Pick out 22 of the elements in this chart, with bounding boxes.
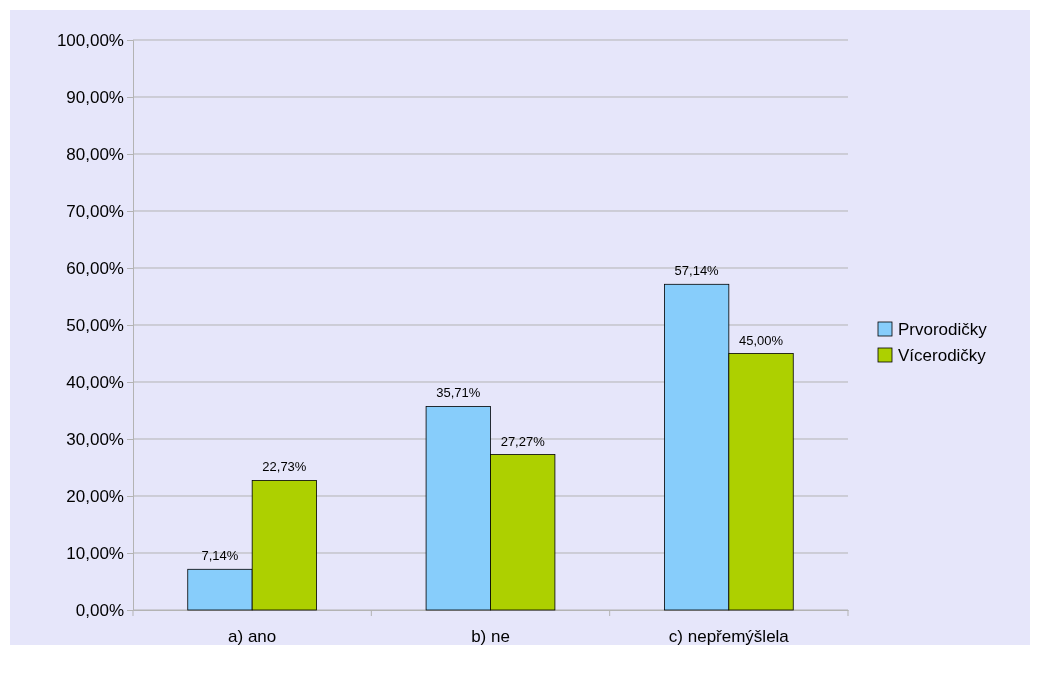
y-tick-label: 10,00% [66,543,124,563]
data-label: 35,71% [436,385,481,401]
y-tick-label: 80,00% [66,144,124,164]
x-tick-label: a) ano [228,627,277,647]
x-tick-label: b) ne [471,627,510,647]
legend-label: Prvorodičky [898,320,988,339]
y-tick-label: 60,00% [66,258,124,278]
data-label: 27,27% [500,433,546,449]
y-tick-label: 100,00% [56,30,124,50]
y-tick-label: 50,00% [66,315,124,335]
legend-label: Vícerodičky [898,346,987,365]
data-label: 45,00% [738,332,784,348]
data-label: 22,73% [262,459,307,475]
y-tick-label: 70,00% [66,201,124,221]
y-tick-label: 90,00% [66,87,124,107]
y-tick-label: 20,00% [66,486,124,506]
data-label: 7,14% [201,548,239,564]
data-label: 57,14% [674,263,720,279]
y-tick-label: 40,00% [66,372,124,392]
y-tick-label: 0,00% [75,600,124,620]
x-tick-label: c) nepřemýšlela [668,627,790,647]
y-tick-label: 30,00% [66,429,124,449]
